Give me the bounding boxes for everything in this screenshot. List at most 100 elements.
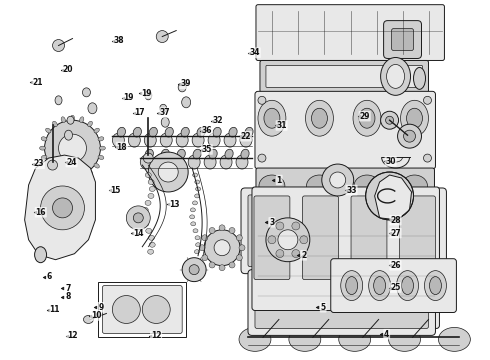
- Text: 35: 35: [202, 145, 212, 154]
- Ellipse shape: [213, 127, 221, 137]
- Ellipse shape: [145, 149, 153, 159]
- Ellipse shape: [148, 180, 154, 184]
- FancyBboxPatch shape: [260, 60, 428, 92]
- Ellipse shape: [98, 155, 104, 159]
- FancyBboxPatch shape: [252, 214, 292, 298]
- Ellipse shape: [79, 117, 84, 123]
- Ellipse shape: [312, 108, 327, 128]
- Text: 12: 12: [151, 332, 161, 341]
- Circle shape: [330, 172, 346, 188]
- Ellipse shape: [172, 155, 184, 169]
- FancyBboxPatch shape: [351, 196, 387, 280]
- FancyBboxPatch shape: [392, 28, 414, 50]
- Circle shape: [423, 154, 432, 162]
- Ellipse shape: [149, 186, 155, 192]
- Circle shape: [404, 130, 416, 142]
- Ellipse shape: [339, 328, 370, 351]
- FancyBboxPatch shape: [256, 168, 435, 204]
- Ellipse shape: [88, 103, 97, 114]
- Ellipse shape: [181, 127, 189, 137]
- Ellipse shape: [67, 116, 74, 124]
- Ellipse shape: [160, 133, 172, 147]
- Ellipse shape: [133, 127, 142, 137]
- Ellipse shape: [128, 133, 140, 147]
- Circle shape: [199, 245, 205, 251]
- Ellipse shape: [245, 127, 253, 137]
- Ellipse shape: [88, 170, 93, 175]
- Circle shape: [236, 235, 243, 241]
- Ellipse shape: [61, 117, 65, 123]
- Polygon shape: [49, 185, 89, 234]
- Circle shape: [182, 258, 206, 282]
- Ellipse shape: [241, 149, 249, 159]
- Ellipse shape: [341, 271, 363, 301]
- Ellipse shape: [414, 67, 425, 89]
- Ellipse shape: [61, 174, 65, 179]
- Ellipse shape: [149, 127, 157, 137]
- Circle shape: [126, 206, 150, 230]
- Ellipse shape: [193, 229, 198, 233]
- Text: 27: 27: [390, 229, 401, 238]
- Ellipse shape: [182, 97, 191, 108]
- Text: 28: 28: [390, 216, 401, 225]
- Ellipse shape: [160, 104, 167, 112]
- Text: 24: 24: [66, 158, 77, 167]
- Text: 30: 30: [385, 157, 396, 166]
- Circle shape: [156, 31, 168, 42]
- Ellipse shape: [389, 328, 420, 351]
- Ellipse shape: [145, 201, 151, 206]
- Circle shape: [258, 154, 266, 162]
- Circle shape: [202, 235, 208, 241]
- Circle shape: [52, 198, 73, 218]
- Circle shape: [276, 249, 284, 257]
- Circle shape: [148, 152, 188, 192]
- FancyBboxPatch shape: [302, 196, 339, 280]
- Ellipse shape: [146, 228, 152, 233]
- Text: 10: 10: [91, 311, 101, 320]
- Circle shape: [63, 206, 74, 218]
- Text: 11: 11: [49, 305, 60, 314]
- Ellipse shape: [229, 127, 237, 137]
- Ellipse shape: [82, 88, 91, 97]
- Circle shape: [209, 228, 215, 234]
- Circle shape: [209, 262, 215, 268]
- Ellipse shape: [204, 155, 216, 169]
- Text: 32: 32: [213, 116, 223, 125]
- Ellipse shape: [258, 274, 286, 285]
- Circle shape: [219, 225, 225, 231]
- Circle shape: [276, 222, 284, 230]
- Text: 23: 23: [33, 159, 44, 168]
- Text: 7: 7: [66, 284, 71, 293]
- Ellipse shape: [429, 276, 441, 294]
- Circle shape: [58, 134, 86, 162]
- FancyBboxPatch shape: [252, 203, 440, 328]
- Text: 4: 4: [384, 330, 390, 339]
- Circle shape: [236, 255, 243, 261]
- Ellipse shape: [195, 250, 199, 254]
- Circle shape: [423, 96, 432, 104]
- Ellipse shape: [401, 276, 414, 294]
- Ellipse shape: [71, 115, 74, 121]
- Ellipse shape: [381, 58, 411, 95]
- Circle shape: [266, 218, 310, 262]
- Circle shape: [300, 236, 308, 244]
- FancyBboxPatch shape: [241, 188, 446, 274]
- Circle shape: [56, 200, 80, 224]
- Circle shape: [268, 236, 276, 244]
- FancyBboxPatch shape: [254, 196, 290, 280]
- Ellipse shape: [400, 100, 428, 136]
- Ellipse shape: [117, 127, 125, 137]
- Text: 33: 33: [346, 185, 357, 194]
- Ellipse shape: [165, 127, 173, 137]
- Ellipse shape: [83, 315, 94, 323]
- Ellipse shape: [140, 155, 152, 169]
- Polygon shape: [24, 155, 96, 260]
- Text: 34: 34: [249, 48, 260, 57]
- Circle shape: [142, 296, 170, 323]
- FancyBboxPatch shape: [349, 214, 389, 298]
- Ellipse shape: [192, 133, 204, 147]
- Ellipse shape: [55, 96, 62, 105]
- FancyBboxPatch shape: [300, 214, 341, 298]
- FancyBboxPatch shape: [256, 5, 444, 60]
- Ellipse shape: [258, 100, 286, 136]
